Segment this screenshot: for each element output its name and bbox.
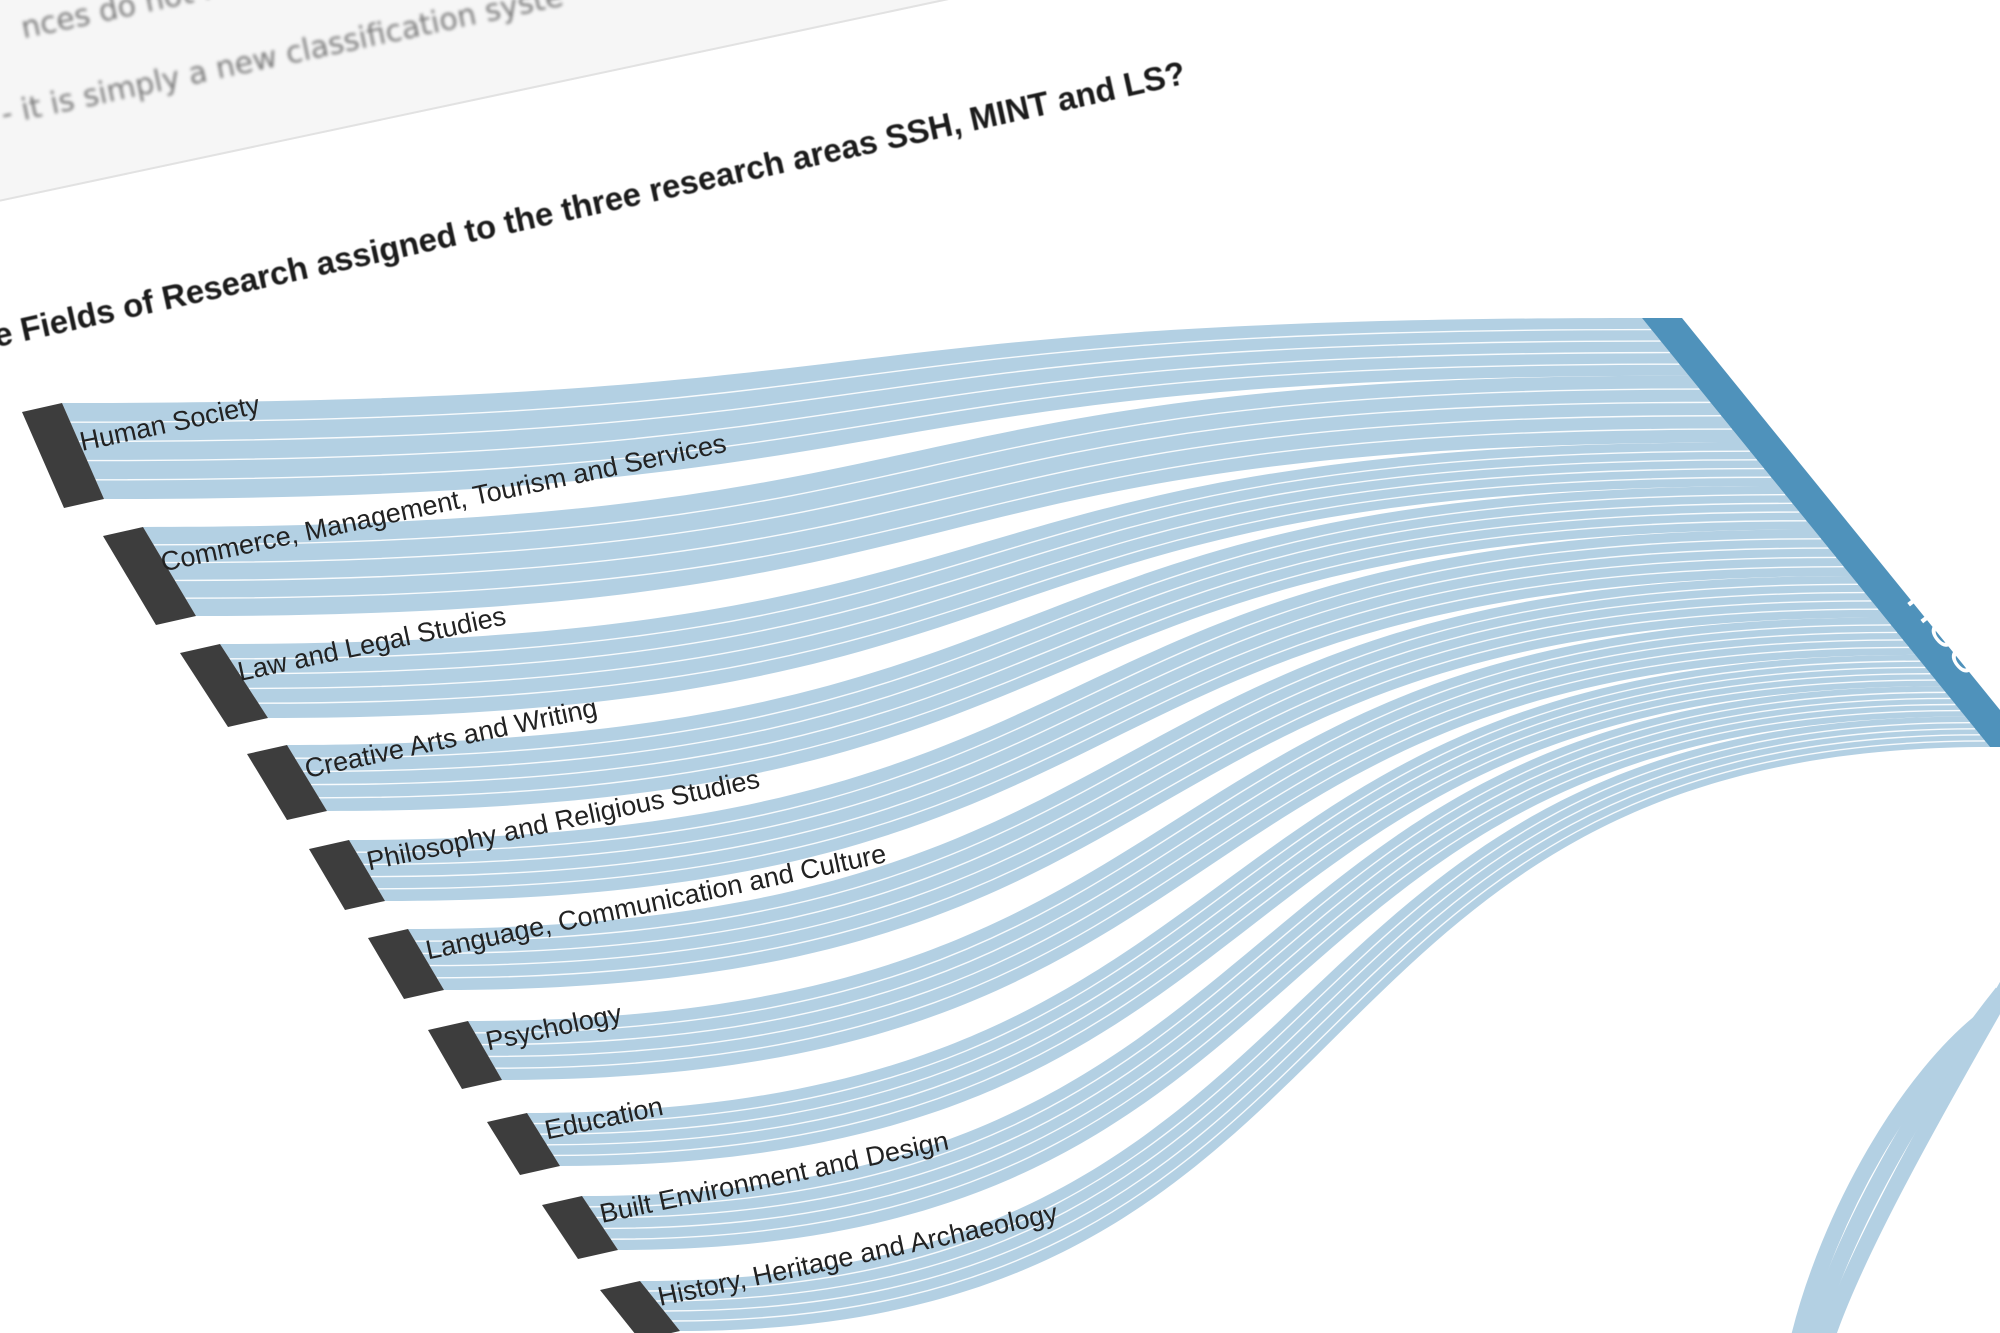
flow-layer — [62, 318, 2000, 1333]
flow-strand — [78, 340, 1661, 443]
flow-strand — [603, 703, 1956, 1230]
flow-strand — [553, 679, 1936, 1157]
flow-strand — [655, 728, 1976, 1302]
flow-strand — [422, 591, 1865, 955]
flow-strand — [87, 351, 1671, 462]
source-node-creative-arts-and-writing — [247, 745, 327, 820]
flow-strand — [610, 709, 1961, 1240]
flow-psychology-to-hss — [468, 617, 1916, 1080]
flow-strand — [647, 722, 1971, 1292]
flow-built-environment-and-design-to-hss — [582, 686, 1966, 1250]
flow-strand — [153, 388, 1700, 546]
flow-strand — [540, 666, 1926, 1135]
flow-strand — [239, 459, 1758, 675]
flow-strand — [377, 565, 1844, 890]
flow-strand — [495, 646, 1910, 1069]
flow-strand — [302, 502, 1793, 773]
flow-strand — [596, 697, 1951, 1219]
flow-strand — [229, 450, 1751, 660]
flow-commerce-management-tourism-and-services-to-hss — [143, 375, 1743, 616]
flow-strand — [474, 624, 1892, 1034]
flow-strand — [258, 476, 1772, 704]
flow-strand — [248, 467, 1765, 690]
flow-strand — [546, 673, 1931, 1146]
flow-strand — [164, 401, 1711, 564]
outgoing-flow — [1820, 981, 2000, 1333]
source-node-commerce-management-tourism-and-services — [103, 527, 196, 625]
flow-strand — [363, 547, 1829, 866]
flow-strand — [318, 520, 1807, 799]
flow-strand — [185, 428, 1733, 599]
flow-strand — [95, 363, 1680, 481]
source-node-philosophy-and-religious-studies — [309, 840, 385, 910]
flow-education-to-hss — [527, 654, 1941, 1166]
flow-strand — [310, 511, 1800, 786]
flow-history-heritage-and-archaeology-to-hss — [640, 716, 1990, 1331]
source-node-history-heritage-and-archaeology — [600, 1281, 680, 1333]
flow-strand — [663, 734, 1981, 1312]
target-node-hss — [1642, 318, 2000, 747]
flow-strand — [370, 556, 1837, 878]
source-node-built-environment-and-design — [542, 1196, 618, 1259]
source-node-human-society — [22, 403, 104, 508]
flow-strand — [488, 639, 1904, 1058]
flow-strand — [70, 328, 1652, 423]
source-node-psychology — [428, 1021, 502, 1089]
flow-strand — [436, 608, 1879, 979]
source-node-education — [487, 1113, 560, 1175]
flow-strand — [294, 493, 1786, 759]
node-layer — [22, 318, 2000, 1333]
source-node-law-and-legal-studies — [180, 644, 268, 727]
flow-strand — [533, 660, 1921, 1125]
flow-creative-arts-and-writing-to-hss — [287, 485, 1814, 811]
flow-strand — [589, 691, 1946, 1208]
flow-language-communication-and-culture-to-hss — [408, 576, 1885, 990]
flow-strand — [356, 538, 1822, 853]
flow-strand — [429, 600, 1872, 967]
flow-strand — [671, 740, 1986, 1322]
source-node-language-communication-and-culture — [368, 929, 444, 999]
flow-philosophy-and-religious-studies-to-hss — [349, 529, 1852, 901]
flow-human-society-to-hss — [62, 318, 1689, 499]
flow-strand — [415, 583, 1859, 942]
flow-strand — [174, 415, 1722, 582]
flow-strand — [481, 631, 1898, 1046]
